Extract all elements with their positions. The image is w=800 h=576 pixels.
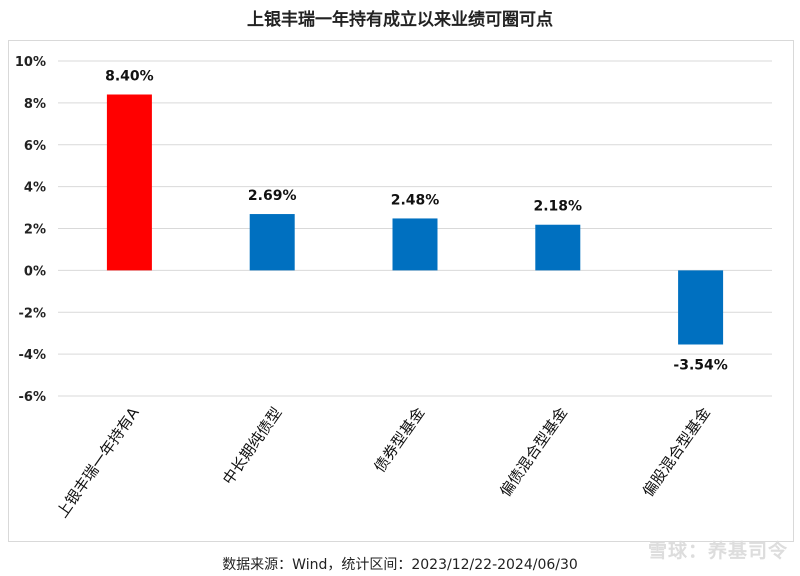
bar [535, 224, 581, 271]
category-label: 偏股混合型基金 [639, 404, 714, 500]
bar [106, 94, 152, 271]
data-label: -3.54% [673, 357, 727, 373]
y-tick-label: -4% [19, 348, 46, 363]
y-tick-label: -2% [19, 306, 46, 321]
category-label: 债券型基金 [371, 404, 429, 476]
bar [249, 214, 295, 271]
plot-frame [8, 40, 794, 542]
y-tick-label: -6% [19, 390, 46, 405]
data-label: 8.40% [105, 69, 154, 85]
category-label: 上银丰瑞一年持有A [53, 403, 143, 521]
chart-title: 上银丰瑞一年持有成立以来业绩可圈可点 [247, 10, 553, 30]
y-tick-label: 10% [15, 55, 46, 70]
bar [678, 270, 724, 345]
category-label: 偏债混合型基金 [496, 404, 571, 500]
data-label: 2.18% [534, 199, 583, 215]
data-label: 2.48% [391, 192, 440, 208]
category-label: 中长期纯债型 [219, 404, 285, 488]
source-note: 数据来源：Wind，统计区间：2023/12/22-2024/06/30 [222, 557, 578, 573]
bar [392, 218, 438, 271]
y-tick-label: 2% [24, 223, 46, 238]
y-tick-label: 4% [24, 181, 46, 196]
watermark: 雪球：养基司令 [647, 540, 788, 562]
y-tick-label: 8% [24, 97, 46, 112]
y-tick-label: 0% [24, 264, 46, 279]
data-label: 2.69% [248, 188, 297, 204]
y-tick-label: 6% [24, 139, 46, 154]
